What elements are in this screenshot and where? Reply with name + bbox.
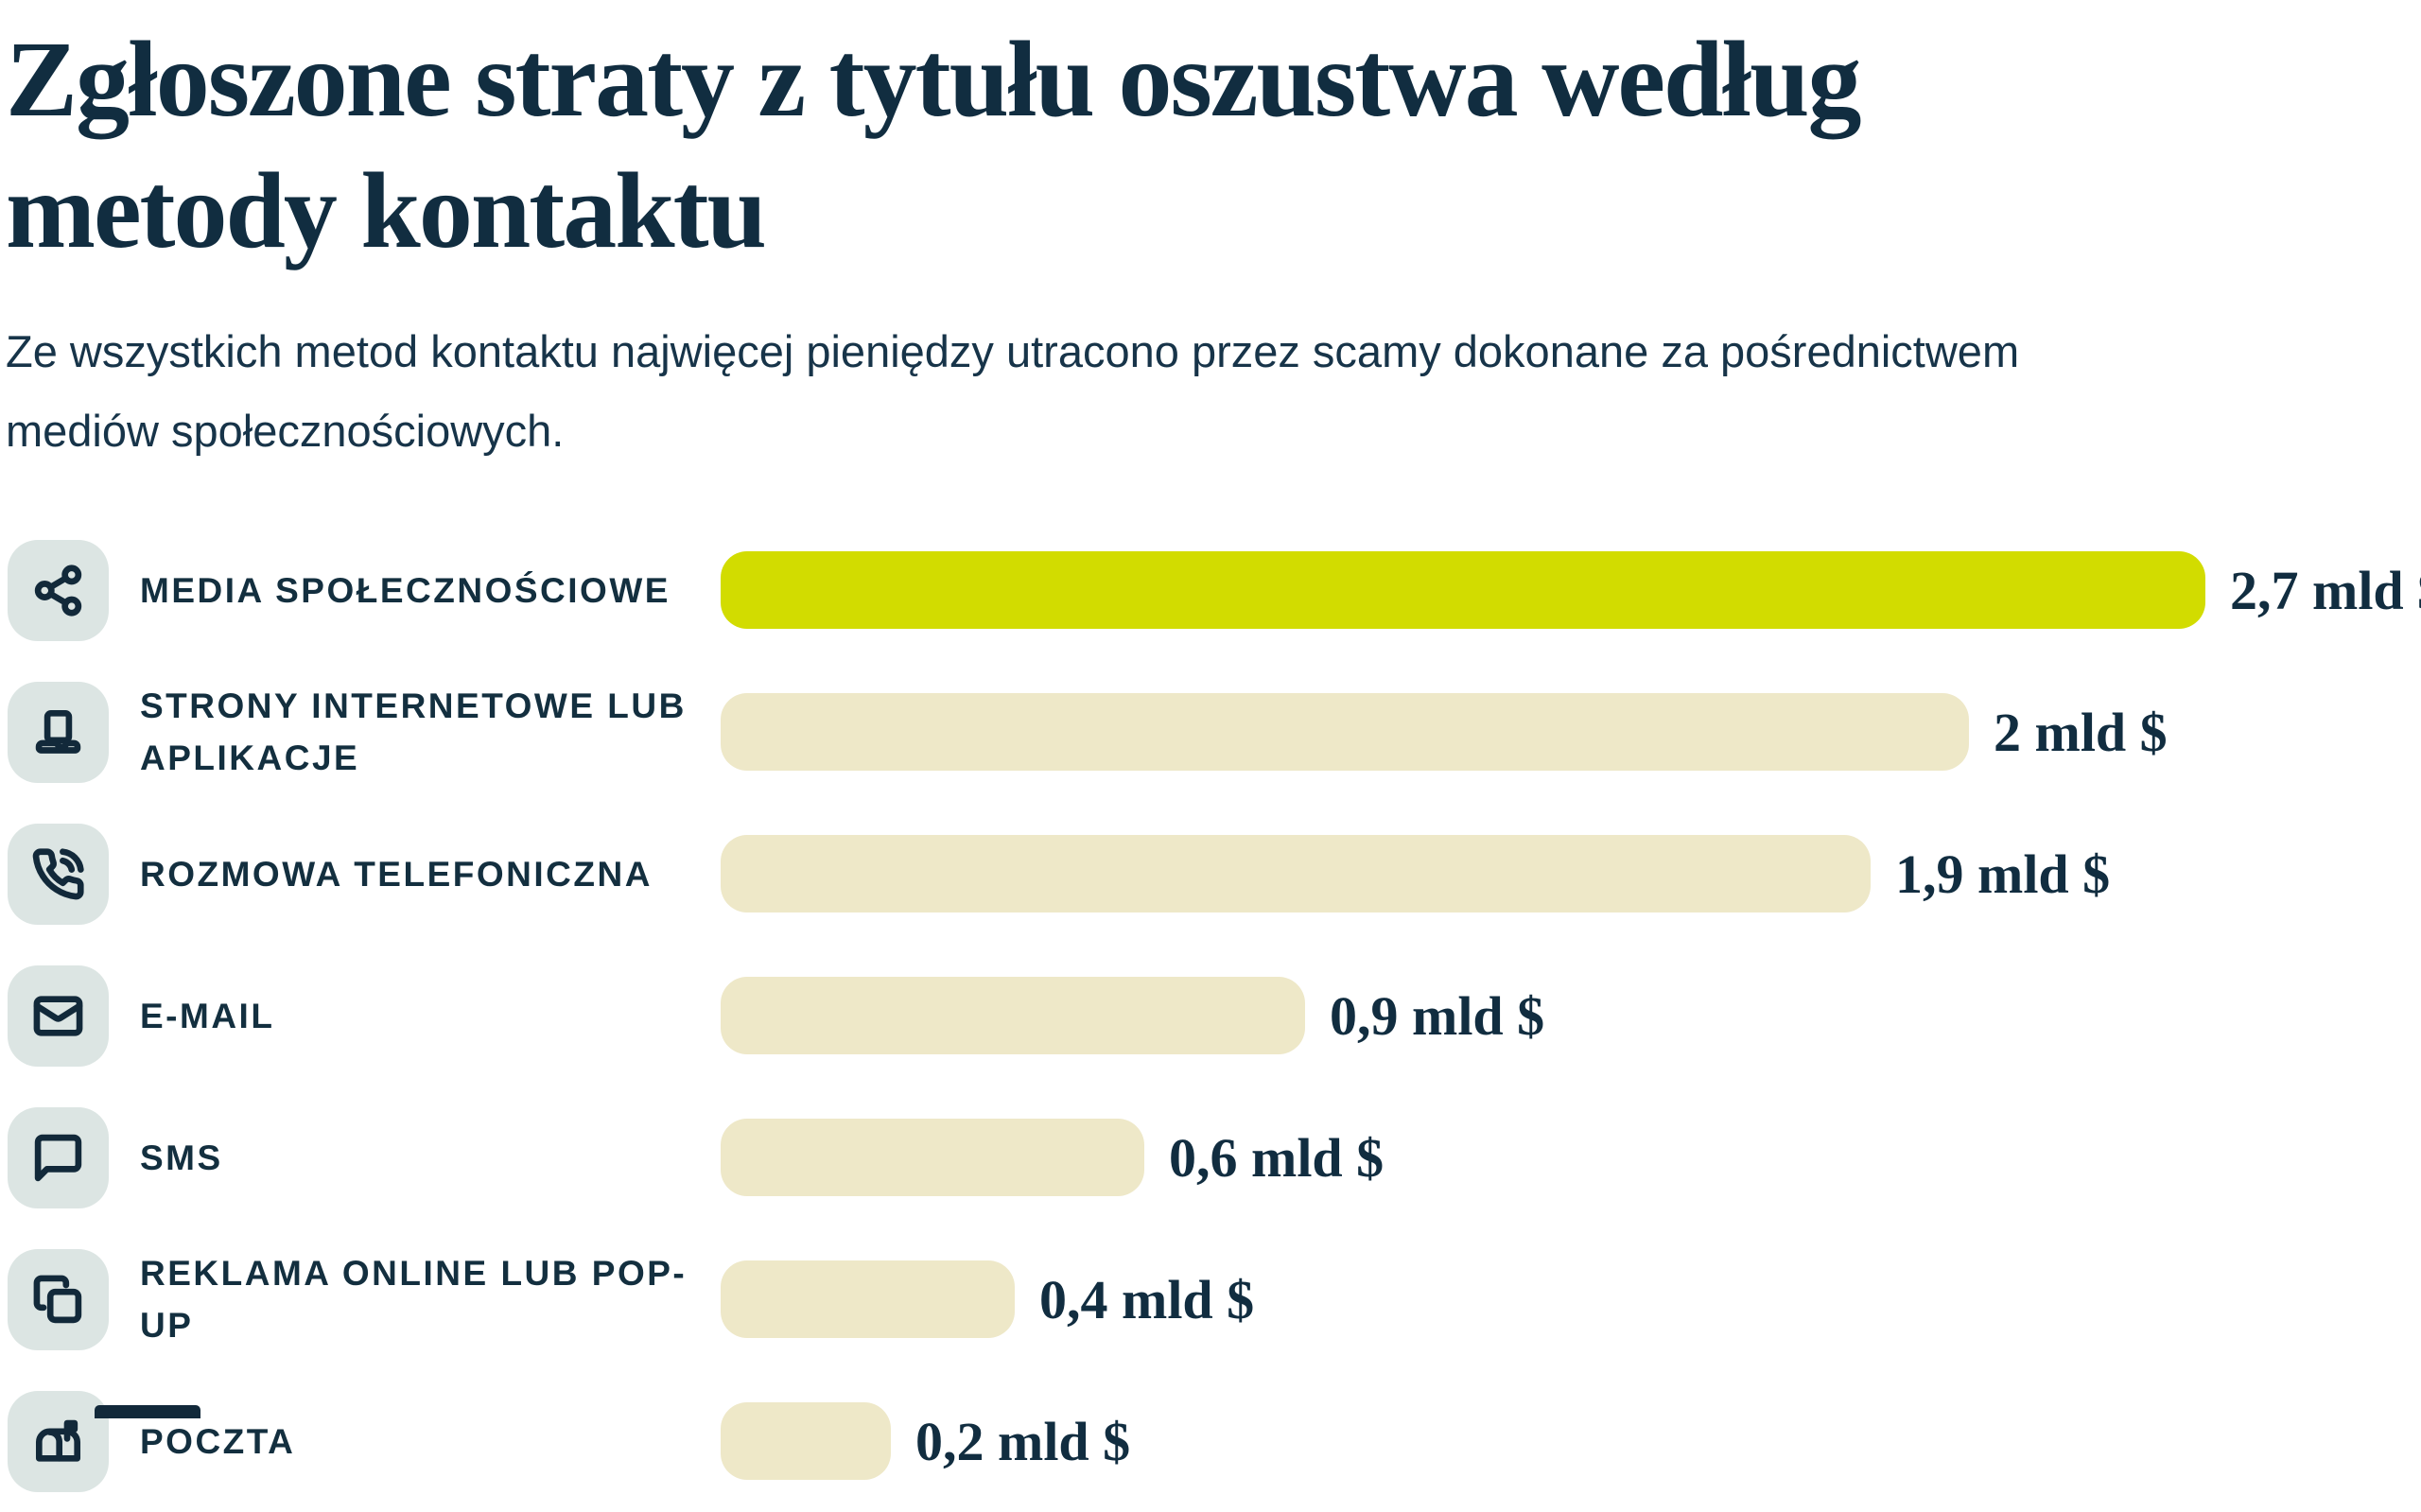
chart-row-sms: SMS 0,6 mld $ — [0, 1086, 2421, 1228]
bar-area: 0,9 mld $ — [721, 977, 2421, 1055]
bar-area: 1,9 mld $ — [721, 835, 2421, 913]
bar-area: 0,2 mld $ — [721, 1402, 2421, 1481]
page-subtitle-line-2: mediów społecznościowych. — [6, 405, 565, 456]
icon-tile — [8, 1390, 109, 1492]
bar — [721, 977, 1305, 1055]
chart-row-email: E-MAIL 0,9 mld $ — [0, 945, 2421, 1086]
page-title-line-2: metody kontaktu — [6, 150, 767, 271]
bar-value-label: 1,9 mld $ — [1895, 843, 2111, 905]
bar-area: 2,7 mld $ — [721, 551, 2421, 630]
category-label: ROZMOWA TELEFONICZNA — [140, 854, 653, 894]
bar — [721, 1119, 1144, 1197]
page-title-line-1: Zgłoszone straty z tytułu oszustwa wedłu… — [6, 19, 1861, 139]
bar-chart: MEDIA SPOŁECZNOŚCIOWE 2,7 mld $ STRONY I… — [0, 519, 2421, 1512]
chart-row-media-spolecznosciowe: MEDIA SPOŁECZNOŚCIOWE 2,7 mld $ — [0, 519, 2421, 661]
mailbox-icon — [35, 1419, 81, 1462]
bar-value-label: 0,2 mld $ — [915, 1410, 1131, 1472]
bar-value-label: 2 mld $ — [1994, 701, 2168, 763]
laptop-icon — [35, 709, 81, 754]
page-subtitle: Ze wszystkich metod kontaktu najwięcej p… — [6, 312, 2351, 470]
bar — [721, 551, 2205, 630]
icon-tile — [8, 681, 109, 783]
category-label: POCZTA — [140, 1421, 296, 1461]
chart-row-reklama-online: REKLAMA ONLINE LUB POP-UP 0,4 mld $ — [0, 1228, 2421, 1370]
icon-tile — [8, 1248, 109, 1350]
bar-value-label: 0,9 mld $ — [1330, 984, 1545, 1047]
page-title: Zgłoszone straty z tytułu oszustwa wedłu… — [6, 13, 2351, 276]
category-label: REKLAMA ONLINE LUB POP-UP — [140, 1253, 688, 1346]
bar-area: 2 mld $ — [721, 693, 2421, 772]
phone-call-icon — [32, 848, 84, 900]
mail-icon — [33, 996, 83, 1036]
icon-tile — [8, 823, 109, 925]
category-label: SMS — [140, 1138, 223, 1177]
bar — [721, 1260, 1015, 1339]
bar — [721, 1402, 891, 1481]
bar — [721, 835, 1871, 913]
bar-area: 0,6 mld $ — [721, 1119, 2421, 1197]
icon-tile — [8, 965, 109, 1067]
category-label: MEDIA SPOŁECZNOŚCIOWE — [140, 570, 671, 610]
bar-area: 0,4 mld $ — [721, 1260, 2421, 1339]
category-label: E-MAIL — [140, 996, 275, 1035]
bar — [721, 693, 1969, 772]
share-icon — [34, 565, 82, 617]
category-label: STRONY INTERNETOWE LUB APLIKACJE — [140, 686, 687, 778]
bar-value-label: 0,6 mld $ — [1169, 1126, 1385, 1189]
popup-windows-icon — [33, 1275, 82, 1324]
chart-row-strony-internetowe: STRONY INTERNETOWE LUB APLIKACJE 2 mld $ — [0, 661, 2421, 803]
page-subtitle-line-1: Ze wszystkich metod kontaktu najwięcej p… — [6, 326, 2020, 377]
bar-value-label: 0,4 mld $ — [1039, 1268, 1255, 1330]
header: Zgłoszone straty z tytułu oszustwa wedłu… — [0, 0, 2421, 470]
chart-row-poczta: POCZTA 0,2 mld $ — [0, 1370, 2421, 1512]
cutoff-next-row-icon — [95, 1405, 200, 1418]
bar-value-label: 2,7 mld $ — [2230, 559, 2421, 621]
message-bubble-icon — [34, 1134, 82, 1182]
icon-tile — [8, 539, 109, 641]
icon-tile — [8, 1106, 109, 1208]
chart-row-rozmowa-telefoniczna: ROZMOWA TELEFONICZNA 1,9 mld $ — [0, 803, 2421, 945]
